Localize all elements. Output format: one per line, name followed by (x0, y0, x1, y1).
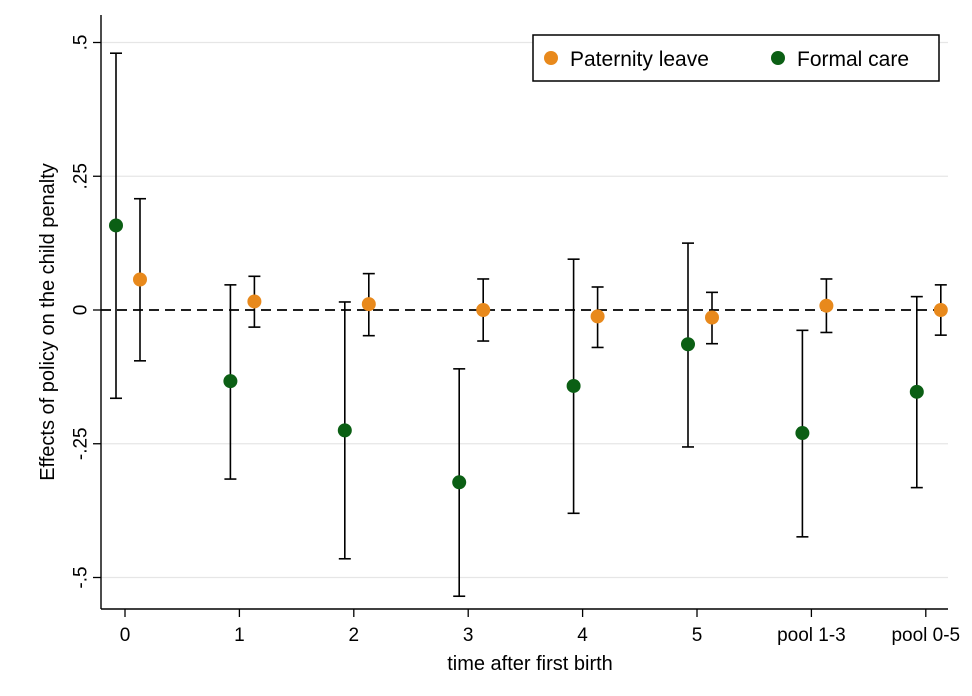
y-tick-labels: .5 .25 0 -.25 -.5 (71, 35, 92, 589)
point-formal-care (337, 423, 352, 438)
legend-marker-paternity-leave (544, 51, 558, 65)
point-formal-care (566, 378, 581, 393)
point-paternity-leave (819, 298, 834, 313)
legend-label-paternity-leave: Paternity leave (570, 48, 709, 71)
x-tick-label: 5 (692, 625, 703, 646)
point-paternity-leave (590, 309, 605, 324)
point-paternity-leave (476, 303, 491, 317)
x-axis-title: time after first birth (447, 653, 613, 675)
point-paternity-leave (133, 272, 147, 287)
point-paternity-leave (705, 310, 719, 325)
y-tick-label: -.25 (71, 427, 92, 460)
point-formal-care (795, 426, 810, 441)
point-formal-care (109, 218, 123, 233)
y-tick-label: .5 (71, 35, 92, 51)
point-formal-care (909, 384, 924, 399)
legend: Paternity leave Formal care (532, 34, 940, 82)
x-tick-label: 1 (234, 625, 245, 646)
legend-marker-formal-care (771, 51, 785, 65)
y-tick-label: -.5 (71, 566, 92, 588)
x-tick-labels: 0 1 2 3 4 5 pool 1-3 pool 0-5 (120, 625, 960, 646)
point-formal-care (452, 475, 467, 490)
y-tick-label: 0 (71, 305, 92, 316)
data-points (109, 218, 948, 490)
point-formal-care (681, 337, 695, 352)
x-tick-label: pool 0-5 (891, 625, 960, 646)
y-axis-title: Effects of policy on the child penalty (37, 163, 59, 481)
x-tick-label: 4 (577, 625, 588, 646)
y-tick-label: .25 (71, 163, 92, 189)
point-paternity-leave (247, 294, 262, 309)
legend-label-formal-care: Formal care (797, 48, 909, 71)
axes (93, 15, 948, 617)
legend-box (532, 34, 940, 82)
point-paternity-leave (361, 297, 376, 312)
point-formal-care (223, 374, 238, 389)
x-tick-label: pool 1-3 (777, 625, 846, 646)
point-paternity-leave (933, 303, 948, 317)
x-tick-label: 3 (463, 625, 474, 646)
x-tick-label: 2 (349, 625, 360, 646)
x-tick-label: 0 (120, 625, 131, 646)
